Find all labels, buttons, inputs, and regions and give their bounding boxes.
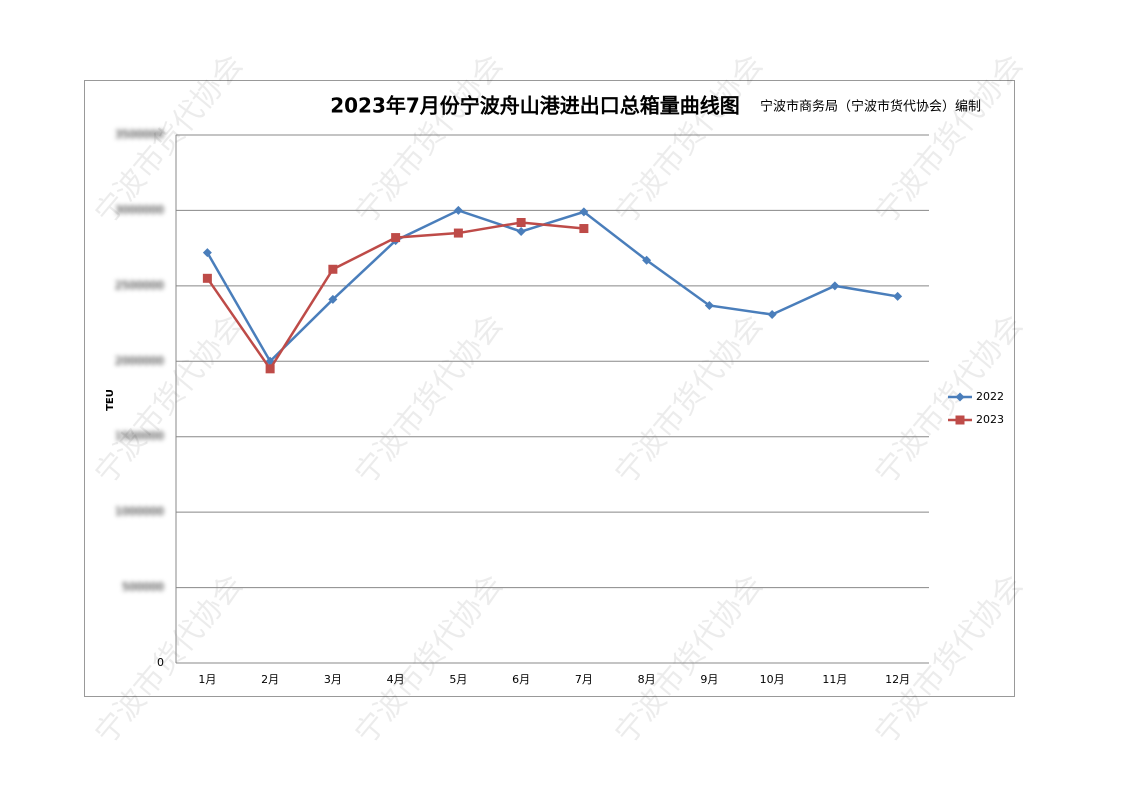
- marker: [391, 233, 401, 243]
- marker: [642, 255, 652, 265]
- y-tick-label: 0: [157, 656, 164, 669]
- x-tick-label: 10月: [760, 673, 785, 686]
- y-tick-label: 1000000: [115, 505, 164, 518]
- chart-title: 2023年7月份宁波舟山港进出口总箱量曲线图: [330, 94, 740, 118]
- marker: [830, 281, 840, 291]
- chart-subtitle: 宁波市商务局（宁波市货代协会）编制: [760, 99, 981, 115]
- watermark: 宁波市货代协会: [608, 48, 770, 231]
- x-tick-label: 4月: [387, 673, 405, 686]
- watermark: 宁波市货代协会: [868, 48, 1030, 231]
- x-tick-label: 1月: [198, 673, 216, 686]
- marker: [453, 228, 463, 238]
- x-tick-label: 6月: [512, 673, 530, 686]
- x-tick-label: 7月: [575, 673, 593, 686]
- legend-label: 2023: [976, 413, 1004, 426]
- y-tick-label: 500000: [122, 581, 164, 594]
- marker: [328, 264, 338, 274]
- y-tick-label: 1500000: [115, 430, 164, 443]
- x-tick-label: 8月: [638, 673, 656, 686]
- x-tick-label: 2月: [261, 673, 279, 686]
- marker: [579, 207, 589, 217]
- x-tick-label: 5月: [449, 673, 467, 686]
- chart-frame: [84, 80, 1015, 697]
- y-tick-label: 3000000: [115, 203, 164, 216]
- watermark: 宁波市货代协会: [608, 568, 770, 751]
- x-tick-label: 3月: [324, 673, 342, 686]
- y-tick-label: 3500000: [115, 128, 164, 141]
- marker: [328, 294, 338, 304]
- watermark: 宁波市货代协会: [868, 308, 1030, 491]
- watermark: 宁波市货代协会: [608, 308, 770, 491]
- y-tick-label: 2000000: [115, 354, 164, 367]
- watermark: 宁波市货代协会: [348, 48, 510, 231]
- watermark: 宁波市货代协会: [348, 308, 510, 491]
- y-axis-label: TEU: [105, 389, 116, 411]
- watermark: 宁波市货代协会: [868, 568, 1030, 751]
- y-tick-label: 2500000: [115, 279, 164, 292]
- legend-label: 2022: [976, 390, 1004, 403]
- marker: [202, 273, 212, 283]
- x-tick-label: 12月: [885, 673, 910, 686]
- marker: [893, 291, 903, 301]
- marker: [579, 224, 589, 234]
- watermark: 宁波市货代协会: [88, 48, 250, 231]
- marker: [704, 300, 714, 310]
- marker: [265, 364, 275, 374]
- marker: [202, 248, 212, 258]
- series-line: [206, 209, 898, 364]
- marker: [955, 392, 965, 402]
- marker: [955, 415, 965, 425]
- x-tick-label: 11月: [822, 673, 847, 686]
- marker: [516, 227, 526, 237]
- watermark: 宁波市货代协会: [348, 568, 510, 751]
- marker: [767, 310, 777, 320]
- watermark: 宁波市货代协会: [88, 568, 250, 751]
- marker: [453, 205, 463, 215]
- x-tick-label: 9月: [700, 673, 718, 686]
- marker: [516, 217, 526, 227]
